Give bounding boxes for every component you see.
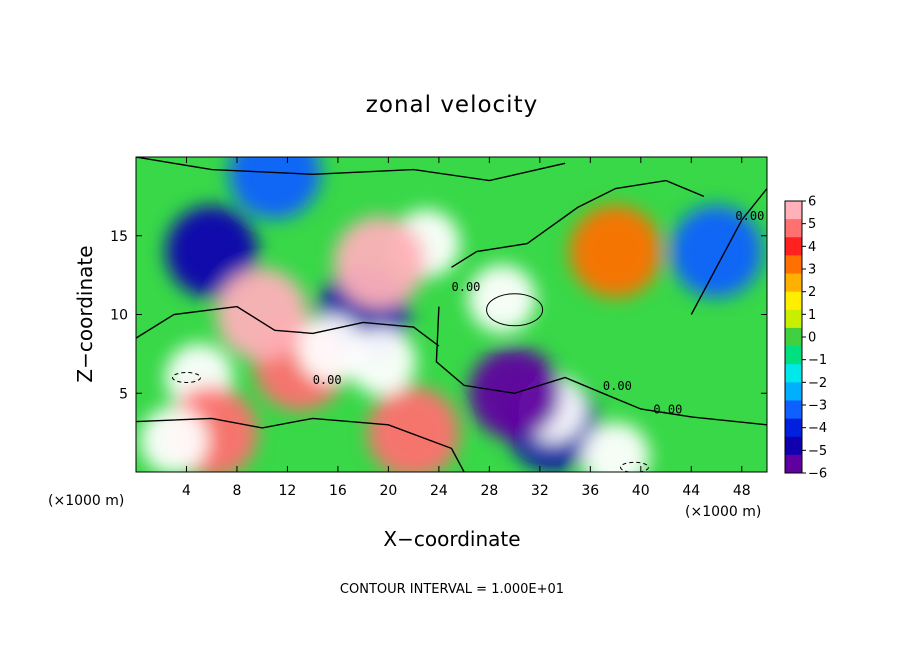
colorbar-segment xyxy=(785,454,802,474)
x-tick-label: 32 xyxy=(531,483,549,499)
colorbar-segment xyxy=(785,327,802,347)
colorbar-tick-label: 5 xyxy=(808,217,816,232)
field-feature-0 xyxy=(165,205,258,298)
field-feature-3 xyxy=(670,205,763,298)
colorbar-segment xyxy=(785,273,802,293)
colorbar-tick-label: 0 xyxy=(808,331,816,346)
zero-contour-3 xyxy=(136,417,465,472)
contour-lines xyxy=(136,157,767,472)
colorbar-segment xyxy=(785,309,802,329)
contour-interval-note: CONTOUR INTERVAL = 1.000E+01 xyxy=(340,582,564,597)
colorbar-tick-label: −1 xyxy=(808,353,827,368)
colorbar-segment xyxy=(785,201,802,220)
zero-contour-4 xyxy=(136,157,566,182)
colorbar-tick-label: 4 xyxy=(808,240,816,255)
colorbar-tick-label: 6 xyxy=(808,195,816,210)
colorbar-segment xyxy=(785,382,802,401)
x-tick-label: 24 xyxy=(430,483,448,499)
contour-label: 0.00 xyxy=(653,403,682,417)
velocity-field xyxy=(139,157,763,472)
zero-contour-2 xyxy=(435,306,767,426)
colorbar-tick-label: −4 xyxy=(808,421,827,436)
x-axis-label: X−coordinate xyxy=(383,527,520,551)
x-unit-label-right: (×1000 m) xyxy=(685,504,761,520)
x-unit-label-left: (×1000 m) xyxy=(48,493,124,509)
field-feature-10 xyxy=(367,386,460,472)
colorbar-segment xyxy=(785,219,802,238)
colorbar: 6 5 4 3 2 1 0 −1 −2 −3 −4 −5 −6 xyxy=(784,195,827,482)
field-feature-16 xyxy=(348,327,417,396)
colorbar-segment xyxy=(785,291,802,311)
chart-title: zonal velocity xyxy=(366,92,538,118)
contour-label: 0.00 xyxy=(603,379,632,393)
x-tick-label: 40 xyxy=(632,483,650,499)
x-tick-label: 36 xyxy=(581,483,599,499)
field-feature-13 xyxy=(333,216,426,309)
field-feature-6 xyxy=(569,205,662,298)
colorbar-segment xyxy=(785,400,802,420)
field-feature-5 xyxy=(468,264,536,333)
y-tick-label: 5 xyxy=(119,386,128,402)
colorbar-tick-label: −3 xyxy=(808,399,827,414)
y-axis-label: Z−coordinate xyxy=(73,245,97,382)
inner-contour xyxy=(486,293,544,327)
x-tick-label: 44 xyxy=(682,483,700,499)
x-tick-label: 20 xyxy=(379,483,397,499)
zero-contour-0 xyxy=(136,305,440,347)
field-feature-2 xyxy=(228,157,321,219)
contour-label-group: 0.00 0.00 0.00 0.00 0.00 xyxy=(313,209,765,417)
colorbar-tick-label: 3 xyxy=(808,263,816,278)
x-tick-label: 4 xyxy=(182,483,191,499)
colorbar-segment xyxy=(785,237,802,256)
contour-label: 0.00 xyxy=(313,373,342,387)
colorbar-segment xyxy=(785,255,802,275)
y-tick-label: 15 xyxy=(110,229,128,245)
field-feature-18 xyxy=(581,422,650,472)
x-tick-label: 8 xyxy=(232,483,241,499)
x-tick-label: 28 xyxy=(480,483,498,499)
y-tick-label: 10 xyxy=(110,308,128,324)
x-axis-ticks: 4 8 12 16 20 24 28 32 36 40 44 48 xyxy=(182,157,751,499)
colorbar-segment xyxy=(785,346,802,365)
colorbar-tick-label: 2 xyxy=(808,285,816,300)
colorbar-tick-label: −6 xyxy=(808,467,827,482)
zero-contour-5 xyxy=(690,188,767,315)
contour-label: 0.00 xyxy=(735,209,764,223)
colorbar-tick-label: −5 xyxy=(808,444,827,459)
colorbar-segment xyxy=(785,364,802,383)
x-tick-label: 48 xyxy=(733,483,751,499)
x-tick-label: 12 xyxy=(279,483,297,499)
dashed-contour-1 xyxy=(620,461,649,472)
y-axis-ticks: 5 10 15 xyxy=(110,229,767,402)
zero-contour-1 xyxy=(451,179,705,268)
x-tick-label: 16 xyxy=(329,483,347,499)
colorbar-segment xyxy=(785,436,802,456)
dashed-contour-0 xyxy=(172,372,201,383)
plot-area: 0.00 0.00 0.00 0.00 0.00 xyxy=(136,157,767,472)
field-feature-11 xyxy=(139,406,208,472)
colorbar-segment xyxy=(785,418,802,438)
field-feature-14 xyxy=(216,268,309,361)
colorbar-tick-label: 1 xyxy=(808,308,816,323)
contour-label: 0.00 xyxy=(452,280,481,294)
colorbar-tick-label: −2 xyxy=(808,376,827,391)
